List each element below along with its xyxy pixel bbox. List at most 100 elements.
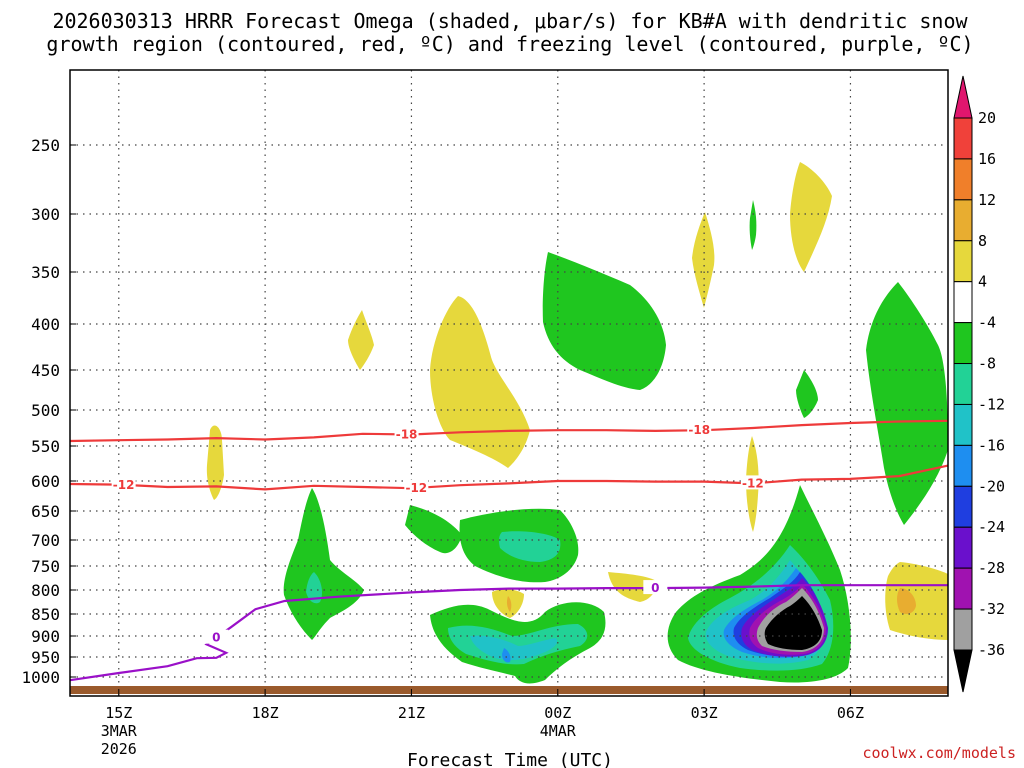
y-tick-label: 350 — [31, 263, 60, 282]
colorbar-label: 8 — [978, 232, 987, 250]
omega-region-orange-7 — [506, 596, 512, 612]
x-tick-label: 03Z — [691, 704, 718, 722]
colorbar-label: -8 — [978, 355, 996, 373]
y-tick-label: 950 — [31, 648, 60, 667]
colorbar-label: 4 — [978, 273, 987, 291]
omega-region-yellow-1 — [206, 425, 224, 500]
colorbar-segment — [953, 199, 973, 242]
omega-region-yellow-8 — [608, 572, 658, 602]
contour-label: 0 — [212, 631, 220, 645]
colorbar-label: -28 — [978, 559, 1005, 577]
colorbar-label: -12 — [978, 395, 1005, 413]
y-tick-label: 450 — [31, 361, 60, 380]
colorbar-label: 16 — [978, 150, 996, 168]
series-line-2 — [69, 464, 949, 491]
colorbar-bottom-triangle — [953, 649, 973, 693]
contour-label: 0 — [651, 581, 659, 595]
contour-label-bg — [394, 426, 419, 441]
contour-label-bg — [687, 422, 712, 437]
y-tick-label: 700 — [31, 531, 60, 550]
omega-region-blue-lower — [502, 648, 511, 663]
colorbar-top-triangle — [953, 75, 973, 119]
y-tick-label: 650 — [31, 502, 60, 521]
contour-label: -18 — [396, 427, 418, 441]
colorbar-segment — [953, 117, 973, 160]
y-tick-label: 850 — [31, 605, 60, 624]
colorbar-segment — [953, 158, 973, 201]
y-tick-label: 400 — [31, 315, 60, 334]
colorbar-segment — [953, 608, 973, 651]
colorbar-segment — [953, 444, 973, 487]
omega-region-green-small — [796, 370, 818, 418]
y-tick-label: 800 — [31, 581, 60, 600]
colorbar-segment — [953, 363, 973, 405]
contour-label: -12 — [113, 478, 135, 492]
y-tick-label: 500 — [31, 401, 60, 420]
x-tick-sublabel: 3MAR — [101, 722, 138, 740]
colorbar-label: 20 — [978, 109, 996, 127]
x-tick-label: 18Z — [252, 704, 279, 722]
colorbar-label: -4 — [978, 314, 996, 332]
x-tick-sublabel: 2026 — [101, 740, 137, 758]
x-axis-label: Forecast Time (UTC) — [407, 750, 613, 768]
colorbar-segment — [953, 322, 973, 365]
y-axis: 250 300 350 400 450 500 550 600 650 700 750 800 850 9… — [21, 136, 76, 687]
colorbar-segment — [953, 485, 973, 528]
contour-label: -18 — [688, 423, 710, 437]
x-tick-label: 06Z — [837, 704, 864, 722]
y-tick-label: 1000 — [21, 668, 60, 687]
omega-shading — [206, 162, 948, 684]
series-line-3 — [69, 584, 948, 682]
colorbar-label: 12 — [978, 191, 996, 209]
y-tick-label: 300 — [31, 205, 60, 224]
colorbar-segment — [953, 281, 973, 324]
omega-region-green-blob — [405, 505, 462, 554]
grid-lines — [70, 70, 948, 696]
omega-region-green-upper — [542, 252, 666, 390]
colorbar-label: -16 — [978, 436, 1005, 454]
omega-region-green-right — [866, 282, 948, 525]
x-tick-label: 21Z — [398, 704, 425, 722]
y-tick-label: 750 — [31, 557, 60, 576]
colorbar-segment — [953, 567, 973, 610]
colorbar-segment — [953, 526, 973, 569]
contour-label: -12 — [742, 476, 764, 490]
x-tick-label: 15Z — [105, 704, 132, 722]
contour-label-bg — [111, 476, 136, 491]
colorbar-segment — [953, 240, 973, 283]
chart-title-line1: 2026030313 HRRR Forecast Omega (shaded, … — [52, 9, 968, 33]
contour-label-bg — [404, 479, 429, 494]
credit-text: coolwx.com/models — [862, 744, 1016, 762]
omega-region-yellow-right — [885, 562, 948, 640]
contour-label-bg — [740, 475, 765, 490]
omega-region-yellow-3 — [430, 296, 530, 468]
colorbar-label: -20 — [978, 477, 1005, 495]
omega-region-orange-right — [897, 588, 916, 614]
colorbar-label: -36 — [978, 641, 1005, 659]
colorbar-segment — [953, 403, 973, 446]
omega-region-green-thin — [749, 200, 757, 250]
y-tick-label: 550 — [31, 437, 60, 456]
omega-region-cyan-lower — [470, 635, 558, 661]
colorbar-label: -32 — [978, 600, 1005, 618]
y-tick-label: 250 — [31, 136, 60, 155]
x-tick-label: 00Z — [544, 704, 571, 722]
chart-title-line2: growth region (contoured, red, ºC) and f… — [46, 32, 973, 56]
omega-region-green-18z — [283, 488, 364, 640]
ground-strip — [70, 686, 948, 694]
contour-label: -12 — [405, 481, 427, 495]
contour-label-bg — [204, 629, 229, 644]
series-line-1 — [69, 419, 949, 443]
isotherm-lines: -18 -18 -12 -12 -12 0 0 — [69, 419, 949, 682]
omega-region-teal-18z — [306, 572, 322, 604]
omega-region-teal-22z — [498, 531, 561, 562]
y-tick-label: 600 — [31, 472, 60, 491]
colorbar-label: -24 — [978, 518, 1005, 536]
y-tick-label: 900 — [31, 627, 60, 646]
contour-label-bg — [643, 580, 668, 595]
colorbar: 20 16 12 8 4 -4 -8 -12 -16 -20 -24 -28 -32 -36 — [953, 75, 1005, 693]
omega-region-yellow-4 — [692, 212, 715, 308]
x-tick-sublabel: 4MAR — [540, 722, 577, 740]
